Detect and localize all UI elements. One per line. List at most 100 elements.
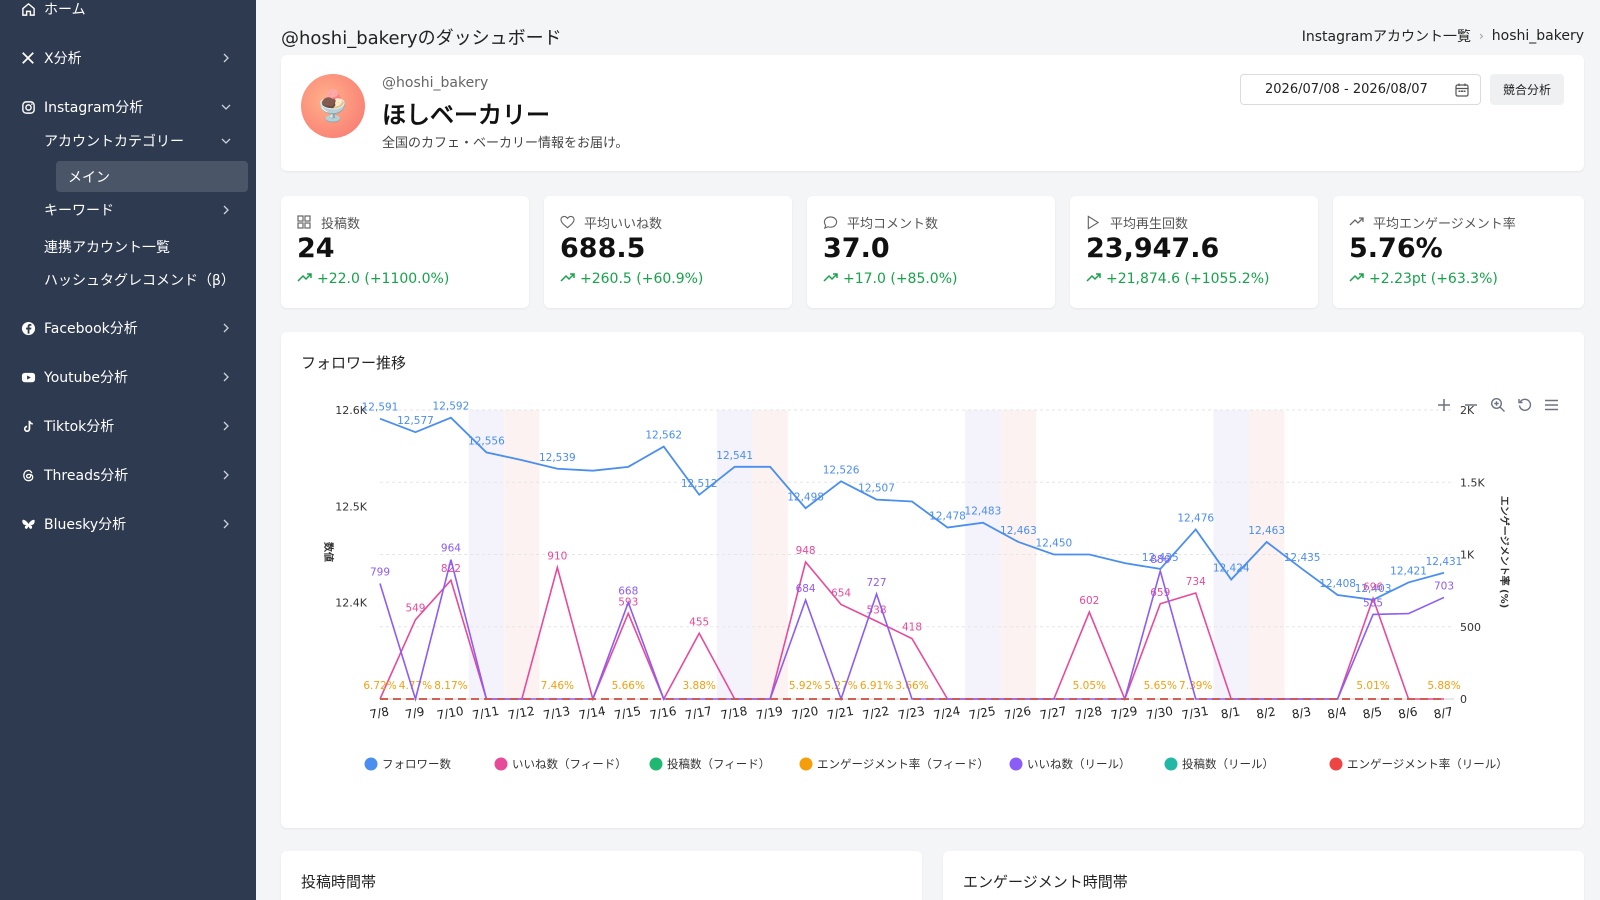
post-time-card: 投稿時間帯 — [281, 851, 922, 900]
data-label: 12,435 — [1284, 552, 1321, 564]
sidebar-item-x[interactable]: X分析 — [20, 46, 240, 70]
sidebar-item-instagram[interactable]: Instagram分析 — [20, 95, 240, 119]
threads-icon — [20, 467, 36, 483]
data-label: 7.46% — [541, 680, 574, 692]
trending-up-icon — [1086, 271, 1102, 287]
date-range-value: 2026/07/08 - 2026/08/07 — [1265, 82, 1428, 97]
sidebar-item-bluesky[interactable]: Bluesky分析 — [20, 512, 240, 536]
menu-icon[interactable] — [1543, 396, 1560, 413]
data-label: 12,476 — [1177, 512, 1214, 524]
data-label: 602 — [1079, 595, 1099, 607]
stat-label-text: 平均再生回数 — [1110, 217, 1189, 232]
x-tick-label: 8/2 — [1255, 704, 1276, 721]
sidebar-item-main[interactable]: メイン — [56, 161, 248, 192]
y-tick-label-right: 1K — [1460, 549, 1475, 562]
data-label: 727 — [867, 577, 887, 589]
data-label: 12,421 — [1390, 565, 1427, 577]
data-label: 12,498 — [787, 491, 824, 503]
trending-up-icon — [823, 271, 839, 287]
y-tick-label-left: 12.4K — [335, 597, 367, 610]
x-tick-label: 7/28 — [1074, 704, 1103, 722]
legend-marker — [364, 757, 378, 771]
stat-delta: +260.5 (+60.9%) — [560, 271, 703, 287]
reset-icon[interactable] — [1516, 396, 1533, 413]
data-label: 12,541 — [716, 450, 753, 462]
data-label: 886 — [1150, 554, 1170, 566]
sidebar-item-label: Threads分析 — [44, 468, 129, 484]
trending-up-icon — [560, 271, 576, 287]
legend-marker — [799, 757, 813, 771]
sidebar-item-keyword[interactable]: キーワード — [44, 198, 240, 222]
stat-delta: +2.23pt (+63.3%) — [1349, 271, 1498, 287]
sidebar-item-label: Instagram分析 — [44, 100, 144, 116]
date-range-picker[interactable]: 2026/07/08 - 2026/08/07 — [1240, 74, 1481, 105]
chevron-down-icon — [218, 133, 234, 149]
tiktok-icon — [20, 418, 36, 434]
breadcrumb: Instagramアカウント一覧 › hoshi_bakery — [1302, 26, 1584, 46]
heart-icon — [560, 215, 576, 231]
x-tick-label: 7/10 — [436, 704, 465, 722]
sidebar-item-account-category[interactable]: アカウントカテゴリー — [44, 129, 240, 153]
play-icon — [1086, 214, 1102, 231]
zoom-out-icon[interactable] — [1462, 396, 1479, 413]
x-tick-label: 7/27 — [1039, 704, 1068, 722]
magnify-icon[interactable] — [1489, 396, 1506, 413]
sidebar-item-linked-accounts[interactable]: 連携アカウント一覧 — [44, 235, 240, 259]
data-label: 12,539 — [539, 452, 576, 464]
stat-card-avg-plays: 平均再生回数 23,947.6 +21,874.6 (+1055.2%) — [1070, 196, 1318, 308]
stat-card-avg-likes: 平均いいね数 688.5 +260.5 (+60.9%) — [544, 196, 792, 308]
weekend-band — [1213, 410, 1249, 699]
sidebar-item-tiktok[interactable]: Tiktok分析 — [20, 414, 240, 438]
x-tick-label: 7/30 — [1145, 704, 1174, 722]
y-axis-title-left: 数値 — [322, 542, 335, 562]
data-label: 585 — [1363, 597, 1383, 609]
legend-label: 投稿数（フィード） — [667, 757, 770, 771]
data-label: 5.65% — [1144, 680, 1177, 692]
youtube-icon — [20, 369, 36, 385]
stat-label-text: 平均エンゲージメント率 — [1373, 217, 1516, 232]
data-label: 12,403 — [1355, 583, 1392, 595]
data-label: 12,463 — [1000, 525, 1037, 537]
engagement-time-card: エンゲージメント時間帯 — [943, 851, 1584, 900]
zoom-in-icon[interactable] — [1435, 396, 1452, 413]
stat-label: 平均いいね数 — [560, 213, 662, 232]
data-label: 12,592 — [433, 401, 470, 413]
breadcrumb-link-account-list[interactable]: Instagramアカウント一覧 — [1301, 29, 1471, 45]
y-axis-title-right: エンゲージメント率 (%) — [1498, 496, 1511, 608]
data-label: 6.91% — [860, 680, 893, 692]
sidebar-item-youtube[interactable]: Youtube分析 — [20, 365, 240, 389]
data-label: 910 — [547, 551, 567, 563]
stat-label-text: 投稿数 — [321, 217, 361, 232]
post-time-title: 投稿時間帯 — [301, 873, 377, 891]
sidebar-item-home[interactable]: ホーム — [20, 0, 240, 21]
stat-label: 投稿数 — [297, 213, 360, 232]
sidebar-item-label: Youtube分析 — [44, 370, 128, 386]
instagram-icon — [20, 99, 36, 115]
data-label: 668 — [618, 585, 638, 597]
data-label: 12,507 — [858, 483, 895, 495]
legend-marker — [1329, 757, 1343, 771]
account-handle: @hoshi_bakery — [382, 75, 489, 91]
stat-label-text: 平均いいね数 — [584, 217, 663, 232]
x-tick-label: 7/15 — [613, 704, 642, 722]
y-tick-label-right: 0 — [1460, 693, 1467, 706]
competitor-analysis-button[interactable]: 競合分析 — [1490, 74, 1564, 105]
sidebar-item-label: メイン — [68, 169, 110, 186]
sidebar-item-threads[interactable]: Threads分析 — [20, 463, 240, 487]
data-label: 12,408 — [1319, 578, 1356, 590]
follower-chart-card: 12.6K 12.5K 12.4K 2K 1.5K 1K 500 0 数値 エンゲージメント率 (… — [281, 332, 1584, 828]
sidebar-item-hashtag-recommend[interactable]: ハッシュタグレコメンド（β） — [44, 268, 240, 292]
x-tick-label: 7/23 — [897, 704, 926, 722]
chart-toolbar — [1435, 396, 1560, 413]
data-label: 5.27% — [824, 680, 857, 692]
follower-chart: 12.6K 12.5K 12.4K 2K 1.5K 1K 500 0 数値 エンゲージメント率 (… — [322, 401, 1511, 771]
sidebar-item-facebook[interactable]: Facebook分析 — [20, 316, 240, 340]
legend-label: フォロワー数 — [382, 757, 451, 771]
data-label: 12,450 — [1035, 538, 1072, 550]
data-label: 455 — [689, 616, 709, 628]
sidebar-item-label: ハッシュタグレコメンド（β） — [44, 273, 235, 289]
stat-value: 688.5 — [560, 233, 646, 264]
data-label: 12,562 — [645, 430, 682, 442]
data-label: 12,483 — [965, 506, 1002, 518]
x-tick-label: 8/7 — [1433, 704, 1454, 721]
